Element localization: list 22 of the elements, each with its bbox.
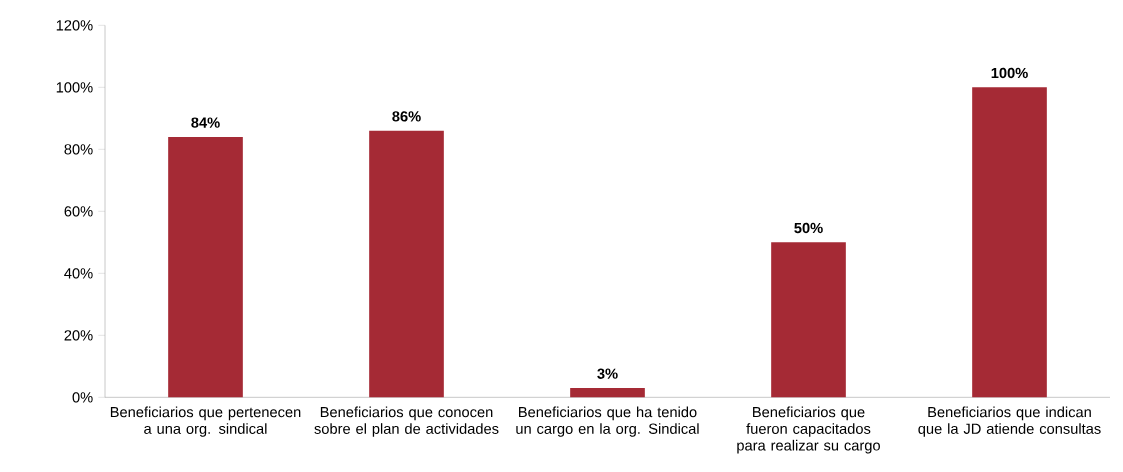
data-label: 50% bbox=[794, 222, 823, 234]
x-tick-label: Beneficiarios que indican que la JD atiende consultas bbox=[918, 406, 1101, 437]
y-tick-label: 40% bbox=[64, 268, 93, 279]
y-tick-label: 20% bbox=[64, 330, 93, 341]
data-label: 3% bbox=[597, 368, 618, 379]
y-tick-label: 120% bbox=[56, 20, 93, 31]
x-tick-label: Beneficiarios que ha tenido un cargo en la org. Sindical bbox=[516, 406, 699, 437]
data-label: 84% bbox=[191, 117, 220, 128]
bar bbox=[168, 136, 243, 398]
x-tick-label: Beneficiarios que pertenecen a una org. sindical bbox=[110, 406, 301, 437]
data-label: 100% bbox=[991, 67, 1028, 79]
y-tick-label: 0% bbox=[72, 392, 93, 403]
data-label: 86% bbox=[392, 111, 421, 122]
bar bbox=[369, 130, 444, 398]
bar bbox=[570, 388, 645, 398]
x-tick-label: Beneficiarios que conocen sobre el plan de actividades bbox=[314, 406, 499, 437]
y-tick-label: 60% bbox=[64, 206, 93, 217]
y-tick-label: 80% bbox=[64, 144, 93, 155]
x-tick-label: Beneficiarios que fueron capacitados para realizar su cargo bbox=[737, 406, 880, 454]
y-tick-label: 100% bbox=[56, 82, 93, 93]
bar bbox=[972, 87, 1047, 398]
bar bbox=[771, 242, 846, 398]
